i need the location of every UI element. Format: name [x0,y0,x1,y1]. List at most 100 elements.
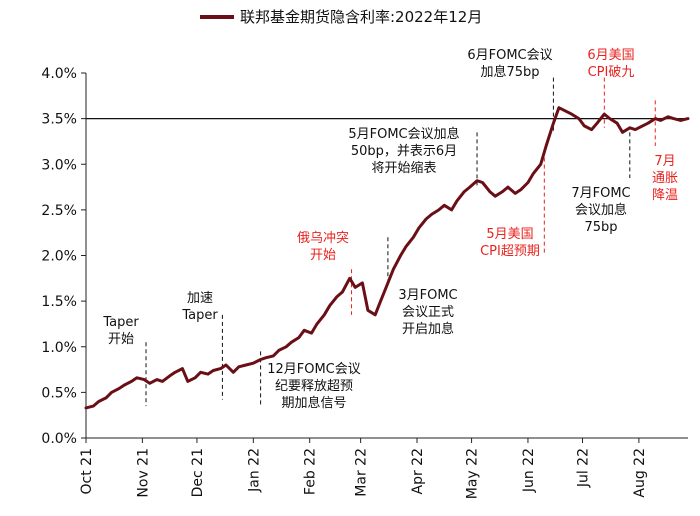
annotation-label: 50bp，并表示6月 [351,144,457,159]
data-point [143,378,146,381]
data-point [519,188,522,191]
data-point [514,192,517,195]
annotation-label: 会议加息 [575,202,627,218]
data-point [583,125,586,127]
annotation-label: 将开始缩表 [371,160,436,176]
x-tick-label: Mar 22 [354,448,370,497]
data-point [507,186,509,189]
data-point [285,345,287,348]
annotation-label: 5月美国 [486,227,533,242]
data-point [181,367,184,370]
annotation-label: 开启加息 [402,321,454,337]
data-point [354,286,357,289]
data-point [437,209,440,211]
data-point [323,313,326,316]
data-point [161,380,164,383]
data-point [456,199,458,202]
data-point [450,209,453,211]
data-point [232,371,235,374]
data-point [545,145,547,147]
data-point [156,378,158,381]
axes-group: 0.0% 0.5% 1.0% 1.5% 2.0% 2.5% 3.0% 3.5% 4.0% Oct … [41,66,688,499]
x-tick-label: Jun 22 [521,448,537,493]
data-point [565,110,567,113]
data-point [136,376,138,379]
annotation-label: 通胀 [652,171,678,186]
annotation-label: 3月FOMC [398,288,457,303]
data-point [481,181,484,184]
annotation-label: 6月FOMC会议 [467,48,552,63]
data-point [430,213,433,216]
annotations-group: Taper开始加速Taper12月FOMC会议纪要释放超预期加息信号俄乌冲突开始… [102,48,678,411]
annotation-label: 加息75bp [480,64,539,80]
annotation-label: CPI破九 [588,65,635,80]
data-point [303,329,306,332]
x-tick-label: Dec 21 [190,448,206,497]
annotation-label: 75bp [584,220,617,235]
data-point [590,128,593,131]
annotation-label: 6月美国 [587,48,634,63]
data-point [616,122,618,125]
data-point [207,373,209,375]
annotation-label: Taper [181,308,218,323]
data-point [92,405,95,407]
data-point [259,358,262,361]
data-point [194,376,197,379]
data-point [374,313,377,316]
data-point [608,117,611,120]
data-point [463,190,466,193]
data-point [265,356,267,359]
data-point [647,122,649,125]
data-point [687,117,689,120]
annotation-label: 5月FOMC会议加息 [348,126,459,142]
data-point [501,190,504,193]
data-point [105,397,107,399]
data-point [117,387,120,390]
y-tick-label: 2.5% [41,203,77,219]
annotation-label: 降温 [652,188,678,203]
data-point [186,380,189,383]
data-point [252,362,255,365]
data-point [399,254,402,257]
y-tick-label: 2.0% [41,249,77,265]
y-tick-label: 0.0% [41,431,77,447]
data-point [272,355,275,357]
data-point [328,304,331,307]
annotation-label: 开始 [310,248,336,263]
data-point [341,291,344,293]
x-tick-label: Aug 22 [632,448,648,498]
data-point [570,113,573,115]
data-point [348,277,351,280]
data-point [174,371,177,374]
data-point [199,371,202,374]
series-group [84,106,690,410]
data-point [539,163,542,166]
annotation-label: 7月 [654,154,675,169]
annotation-label: 俄乌冲突 [297,230,349,246]
annotation-label: 7月FOMC [571,186,630,201]
data-point [641,125,644,127]
data-point [425,218,427,220]
data-point [219,367,222,370]
data-point [476,179,478,182]
y-tick-label: 4.0% [41,66,77,82]
data-point [212,369,215,372]
data-point [672,117,675,120]
data-point [527,181,529,184]
data-point [123,384,126,386]
data-point [245,364,247,366]
x-tick-label: Apr 22 [410,448,426,494]
annotation-label: 加速 [187,291,213,306]
data-point [667,115,669,118]
annotation-label: 12月FOMC会议 [267,362,361,377]
data-point [558,106,560,109]
data-point [97,400,100,403]
data-point [168,375,171,377]
x-tick-label: Jan 22 [246,448,262,493]
data-point [310,332,313,334]
y-tick-label: 3.0% [41,157,77,173]
data-point [532,172,535,175]
annotation-label: 开始 [108,332,134,347]
data-point [634,128,637,131]
annotation-label: 纪要释放超预 [275,379,353,394]
